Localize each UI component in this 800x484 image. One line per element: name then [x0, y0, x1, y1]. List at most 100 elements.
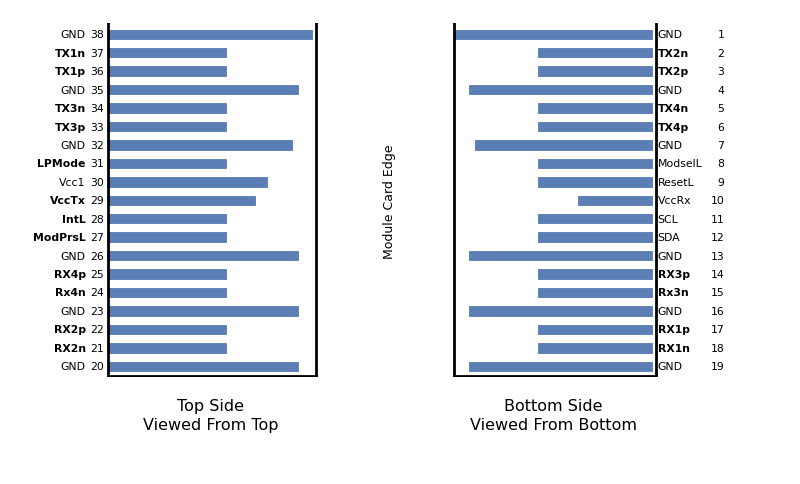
Text: GND: GND: [61, 86, 86, 95]
Text: 23: 23: [90, 306, 104, 316]
Text: ModPrsL: ModPrsL: [33, 233, 86, 242]
Text: RX1p: RX1p: [658, 325, 690, 334]
Bar: [108, 287, 227, 299]
Text: 20: 20: [90, 362, 104, 371]
Bar: [454, 30, 653, 41]
Bar: [108, 103, 227, 115]
Text: Top Side
Viewed From Top: Top Side Viewed From Top: [143, 398, 278, 433]
Text: 1: 1: [718, 30, 724, 40]
Text: 6: 6: [718, 122, 724, 132]
Text: IntL: IntL: [62, 214, 86, 224]
Text: 24: 24: [90, 288, 104, 298]
Bar: [538, 269, 653, 280]
Text: TX3n: TX3n: [54, 104, 86, 114]
Text: 37: 37: [90, 49, 104, 59]
Bar: [108, 269, 227, 280]
Text: TX2p: TX2p: [658, 67, 689, 77]
Bar: [108, 140, 293, 151]
Text: 28: 28: [90, 214, 104, 224]
Bar: [468, 85, 653, 96]
Text: 9: 9: [718, 178, 724, 187]
Text: GND: GND: [658, 141, 682, 151]
Bar: [108, 66, 227, 78]
Text: 14: 14: [710, 270, 724, 279]
Text: ModselL: ModselL: [658, 159, 702, 169]
Text: Rx4n: Rx4n: [55, 288, 86, 298]
Bar: [108, 177, 268, 188]
Bar: [474, 140, 653, 151]
Text: GND: GND: [658, 30, 682, 40]
Text: 8: 8: [718, 159, 724, 169]
Text: 36: 36: [90, 67, 104, 77]
Text: TX3p: TX3p: [54, 122, 86, 132]
Text: 5: 5: [718, 104, 724, 114]
Text: 3: 3: [718, 67, 724, 77]
Bar: [108, 195, 256, 207]
Text: VccTx: VccTx: [50, 196, 86, 206]
Bar: [468, 361, 653, 372]
Text: GND: GND: [61, 30, 86, 40]
Bar: [468, 250, 653, 262]
Bar: [108, 361, 299, 372]
Bar: [538, 232, 653, 243]
Text: 34: 34: [90, 104, 104, 114]
Bar: [108, 121, 227, 133]
Text: 22: 22: [90, 325, 104, 334]
Text: 2: 2: [718, 49, 724, 59]
Text: GND: GND: [61, 306, 86, 316]
Bar: [538, 324, 653, 335]
Text: 4: 4: [718, 86, 724, 95]
Text: TX2n: TX2n: [658, 49, 689, 59]
Text: 35: 35: [90, 86, 104, 95]
Bar: [108, 48, 227, 60]
Bar: [538, 287, 653, 299]
Text: RX2p: RX2p: [54, 325, 86, 334]
Bar: [108, 85, 299, 96]
Bar: [538, 66, 653, 78]
Text: TX1n: TX1n: [54, 49, 86, 59]
Text: RX2n: RX2n: [54, 343, 86, 353]
Text: TX1p: TX1p: [54, 67, 86, 77]
Text: 25: 25: [90, 270, 104, 279]
Bar: [468, 305, 653, 317]
Text: GND: GND: [658, 306, 682, 316]
Bar: [108, 30, 314, 41]
Text: ResetL: ResetL: [658, 178, 694, 187]
Text: 31: 31: [90, 159, 104, 169]
Text: RX4p: RX4p: [54, 270, 86, 279]
Bar: [108, 158, 227, 170]
Bar: [538, 48, 653, 60]
Text: SCL: SCL: [658, 214, 678, 224]
Text: GND: GND: [61, 141, 86, 151]
Text: Module Card Edge: Module Card Edge: [383, 144, 396, 258]
Text: 13: 13: [710, 251, 724, 261]
Text: 19: 19: [710, 362, 724, 371]
Bar: [538, 342, 653, 354]
Text: 30: 30: [90, 178, 104, 187]
Text: 11: 11: [710, 214, 724, 224]
Text: GND: GND: [61, 251, 86, 261]
Text: 27: 27: [90, 233, 104, 242]
Text: 12: 12: [710, 233, 724, 242]
Bar: [108, 232, 227, 243]
Text: GND: GND: [658, 86, 682, 95]
Text: LPMode: LPMode: [38, 159, 86, 169]
Bar: [538, 158, 653, 170]
Bar: [108, 324, 227, 335]
Text: 21: 21: [90, 343, 104, 353]
Bar: [538, 177, 653, 188]
Text: GND: GND: [658, 251, 682, 261]
Bar: [108, 213, 227, 225]
Bar: [577, 195, 653, 207]
Text: 15: 15: [710, 288, 724, 298]
Text: 29: 29: [90, 196, 104, 206]
Bar: [538, 103, 653, 115]
Text: Vcc1: Vcc1: [59, 178, 86, 187]
Bar: [108, 342, 227, 354]
Text: 10: 10: [710, 196, 724, 206]
Text: RX1n: RX1n: [658, 343, 690, 353]
Text: 7: 7: [718, 141, 724, 151]
Bar: [538, 213, 653, 225]
Bar: [108, 305, 299, 317]
Text: GND: GND: [658, 362, 682, 371]
